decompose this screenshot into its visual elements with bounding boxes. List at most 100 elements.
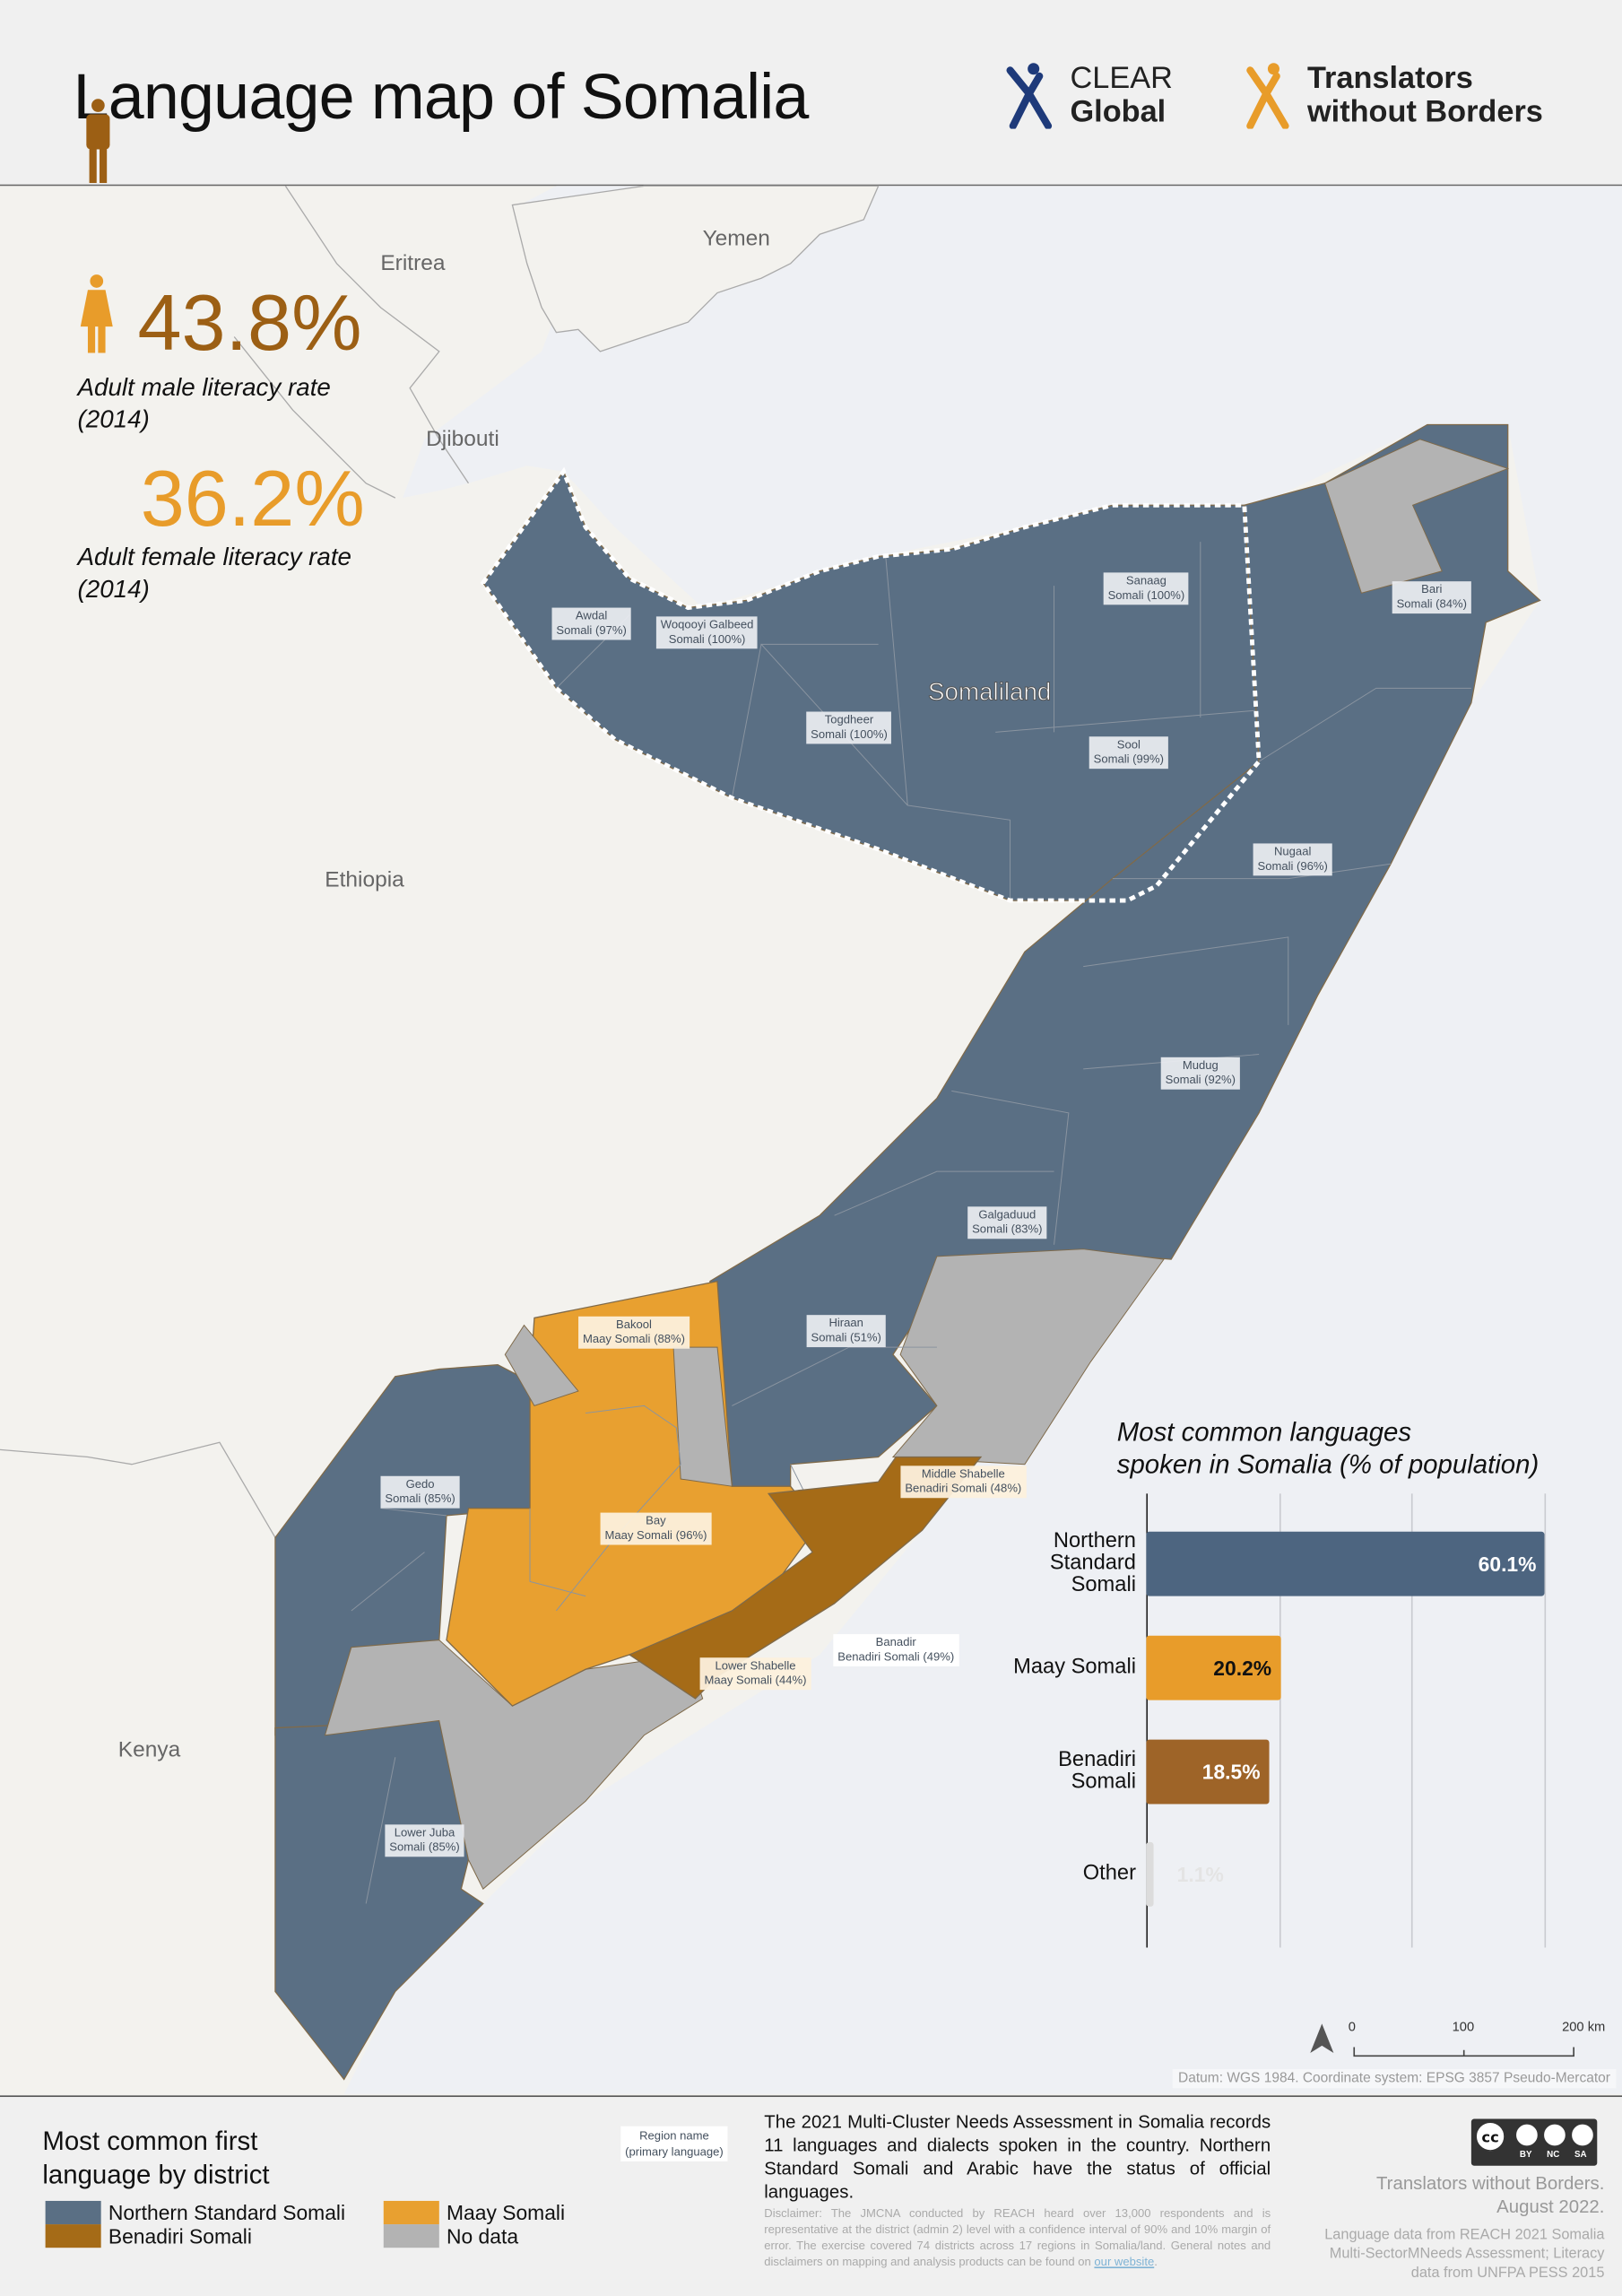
country-label-yemen: Yemen — [702, 226, 770, 252]
svg-text:cc: cc — [1481, 2129, 1498, 2146]
scale-tick-100: 100 — [1452, 2019, 1475, 2034]
female-icon — [80, 274, 113, 353]
region-language: Somali (85%) — [385, 1492, 455, 1506]
cc-icons: cc — [1474, 2120, 1596, 2152]
logo-line: CLEAR — [1070, 61, 1173, 96]
header: Language map of Somalia CLEAR Global Tra… — [0, 0, 1622, 187]
region-label: Bakool Maay Somali (88%) — [578, 1316, 690, 1349]
legend-title: Most common first language by district — [42, 2125, 269, 2192]
region-language: Somali (97%) — [556, 623, 627, 638]
logo-line: Global — [1070, 95, 1167, 129]
female-literacy-caption: Adult female literacy rate (2014) — [78, 542, 351, 606]
legend-swatch-maay — [383, 2200, 439, 2225]
somaliland-label: Somaliland — [928, 677, 1052, 706]
legend-label-no-data: No data — [446, 2224, 519, 2248]
male-icon — [86, 99, 110, 184]
scale-tick-0: 0 — [1348, 2019, 1356, 2034]
region-name: Hiraan — [828, 1316, 863, 1330]
credit-line: Translators without Borders. — [1375, 2172, 1605, 2194]
region-label: Bari Somali (84%) — [1392, 581, 1471, 614]
twb-logo: Translators without Borders — [1246, 61, 1543, 129]
footer: Most common first language by district N… — [0, 2095, 1622, 2296]
region-label: Lower Juba Somali (85%) — [385, 1824, 464, 1857]
region-name: Lower Juba — [394, 1825, 455, 1839]
region-language: Somali (100%) — [811, 727, 888, 742]
region-name: Bakool — [615, 1318, 652, 1332]
caption-year: (2014) — [77, 405, 150, 434]
page-title: Language map of Somalia — [73, 61, 810, 134]
key-line: Region name — [639, 2128, 709, 2143]
country-borders — [0, 185, 470, 2292]
puntland-central-regions — [709, 423, 1541, 1524]
region-label: Woqooyi Galbeed Somali (100%) — [655, 616, 759, 649]
country-label-kenya: Kenya — [117, 1737, 181, 1762]
region-label: Sool Somali (99%) — [1089, 736, 1168, 770]
region-language: Somali (99%) — [1093, 752, 1165, 766]
website-link[interactable]: our website — [1094, 2255, 1155, 2269]
region-language: Somali (96%) — [1257, 859, 1328, 874]
sea — [343, 186, 1622, 2094]
region-name: Nugaal — [1273, 845, 1312, 858]
male-literacy-value: 43.8% — [137, 279, 362, 368]
scale-tick-200: 200 km — [1562, 2019, 1606, 2034]
region-name: Bari — [1421, 582, 1443, 596]
region-name: Middle Shabelle — [921, 1466, 1005, 1481]
region-name: Bay — [646, 1514, 666, 1527]
somaliland-border — [480, 466, 1262, 903]
chart-title: Most common languages spoken in Somalia … — [1117, 1416, 1539, 1481]
region-label: Bay Maay Somali (96%) — [600, 1512, 712, 1545]
region-language: Somali (100%) — [1107, 588, 1185, 603]
data-sources: Language data from REACH 2021 Somalia Mu… — [1324, 2226, 1604, 2283]
legend-swatch-northern — [45, 2200, 101, 2225]
cc-license-badge: cc BY NC SA — [1470, 2118, 1598, 2166]
caption-year: (2014) — [77, 575, 150, 604]
credit-line: August 2022. — [1496, 2196, 1605, 2217]
region-language: Maay Somali (88%) — [582, 1332, 685, 1346]
region-name: Lower Shabelle — [715, 1658, 796, 1673]
region-language: Benadiri Somali (48%) — [905, 1482, 1022, 1495]
legend-title-line: language by district — [42, 2160, 270, 2189]
region-name: Galgaduud — [978, 1207, 1037, 1222]
logo-line: Translators — [1307, 61, 1473, 96]
credit: Translators without Borders. August 2022… — [1376, 2171, 1604, 2218]
legend-label-benadiri: Benadiri Somali — [108, 2224, 252, 2248]
key-line: (primary language) — [625, 2144, 724, 2159]
region-label: Sanaag Somali (100%) — [1103, 572, 1190, 605]
summary-text: The 2021 Multi-Cluster Needs Assessment … — [764, 2111, 1271, 2203]
southern-regions — [274, 1280, 983, 2081]
disclaimer: Disclaimer: The JMCNA conducted by REACH… — [764, 2206, 1271, 2269]
region-name: Woqooyi Galbeed — [660, 617, 754, 631]
region-language: Benadiri Somali (49%) — [837, 1650, 955, 1664]
region-language: Somali (85%) — [389, 1840, 460, 1854]
region-label: Hiraan Somali (51%) — [806, 1315, 886, 1348]
chart-title-line: spoken in Somalia (% of population) — [1116, 1449, 1540, 1480]
legend-title-line: Most common first — [42, 2126, 258, 2156]
source-line: Multi-SectorMNeeds Assessment; Literacy — [1329, 2246, 1605, 2263]
map[interactable]: Eritrea Yemen Djibouti Ethiopia Kenya So… — [0, 99, 1622, 2292]
legend-swatch-no-data — [383, 2224, 439, 2248]
country-label-ethiopia: Ethiopia — [325, 867, 404, 893]
region-language: Somali (51%) — [811, 1331, 881, 1344]
country-label-eritrea: Eritrea — [380, 251, 446, 276]
legend-label-maay: Maay Somali — [446, 2200, 566, 2225]
region-label: Lower Shabelle Maay Somali (44%) — [699, 1657, 811, 1691]
yemen-land — [511, 185, 880, 352]
region-name: Sool — [1116, 737, 1141, 752]
region-name: Mudug — [1182, 1058, 1219, 1073]
logo-line: without Borders — [1307, 95, 1543, 129]
region-label: Awdal Somali (97%) — [551, 607, 631, 640]
source-line: Language data from REACH 2021 Somalia — [1324, 2227, 1605, 2244]
region-label: Galgaduud Somali (83%) — [967, 1206, 1047, 1239]
region-name: Togdheer — [824, 713, 874, 726]
legend-swatch-benadiri — [45, 2224, 101, 2248]
region-name: Sanaag — [1125, 574, 1167, 587]
country-label-djibouti: Djibouti — [426, 426, 499, 452]
region-language: Somali (92%) — [1165, 1073, 1236, 1087]
region-language: Somali (83%) — [972, 1222, 1043, 1236]
region-name: Banadir — [875, 1635, 916, 1649]
region-language: Somali (84%) — [1396, 597, 1467, 611]
datum-note: Datum: WGS 1984. Coordinate system: EPSG… — [1172, 2069, 1617, 2089]
disclaimer-text: Disclaimer: The JMCNA conducted by REACH… — [764, 2206, 1271, 2269]
